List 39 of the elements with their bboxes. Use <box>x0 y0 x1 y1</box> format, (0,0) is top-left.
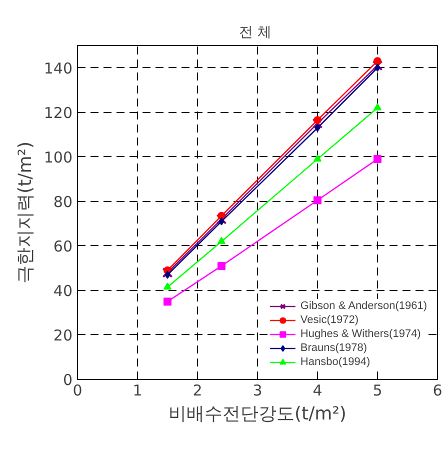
legend-label: Brauns(1978) <box>300 341 368 355</box>
x-tick-label: 4 <box>312 382 322 400</box>
point <box>218 236 226 244</box>
point <box>374 57 382 66</box>
x-tick-label: 3 <box>252 382 262 400</box>
y-tick-label: 140 <box>44 59 73 78</box>
legend-label: Hughes & Withers(1974) <box>300 327 421 341</box>
point <box>314 116 322 124</box>
point <box>164 282 172 290</box>
point <box>314 154 322 162</box>
y-tick-label: 100 <box>44 148 73 166</box>
x-tick-label: 1 <box>132 382 142 400</box>
x-axis-title: 비배수전단강도(t/m²) <box>168 404 346 424</box>
point <box>372 60 383 71</box>
legend-label: Hansbo(1994) <box>300 355 370 369</box>
y-tick-label: 60 <box>53 237 73 256</box>
point <box>216 214 227 224</box>
point <box>374 64 380 72</box>
y-tick-label: 80 <box>53 192 73 211</box>
point <box>374 103 382 110</box>
x-tick-label: 2 <box>192 382 202 400</box>
y-axis-title: 극한지지력(t/m²) <box>14 142 36 284</box>
point <box>218 262 226 270</box>
x-tick-label: 5 <box>372 382 382 400</box>
x-tick-label: 6 <box>432 382 442 400</box>
point <box>314 124 320 132</box>
y-tick-label: 40 <box>53 282 73 300</box>
y-tick-label: 20 <box>53 326 73 344</box>
point <box>314 196 322 204</box>
point <box>374 155 382 164</box>
point <box>164 270 170 279</box>
point <box>162 267 173 278</box>
point <box>312 118 323 129</box>
y-tick-label: 120 <box>44 104 73 122</box>
point <box>164 298 172 306</box>
point <box>218 217 224 226</box>
chart-title: 전 체 <box>239 24 272 40</box>
legend-label: Gibson & Anderson(1961) <box>300 299 427 313</box>
legend-label: Vesic(1972) <box>300 313 358 327</box>
